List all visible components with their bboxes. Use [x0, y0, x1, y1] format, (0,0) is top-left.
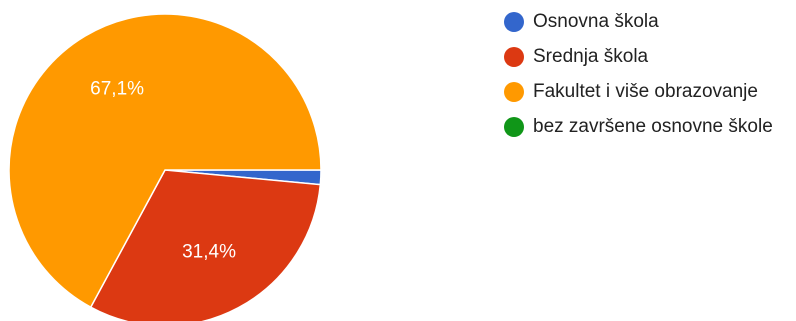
legend-label-bez-zavrsene: bez završene osnovne škole — [533, 116, 773, 137]
legend-label-osnovna-skola: Osnovna škola — [533, 11, 659, 32]
legend-swatch-osnovna-skola — [504, 12, 524, 32]
legend-swatch-bez-zavrsene — [504, 117, 524, 137]
pie-label-fakultet-i-vise-obrazovanje: 67,1% — [90, 79, 144, 100]
legend-item-bez-zavrsene[interactable]: bez završene osnovne škole — [504, 113, 773, 141]
legend-item-osnovna-skola[interactable]: Osnovna škola — [504, 8, 773, 36]
legend-swatch-fakultet — [504, 82, 524, 102]
legend-label-fakultet: Fakultet i više obrazovanje — [533, 81, 758, 102]
legend-label-srednja-skola: Srednja škola — [533, 46, 649, 67]
legend-item-fakultet[interactable]: Fakultet i više obrazovanje — [504, 78, 773, 106]
pie-slice-fakultet-i-vise-obrazovanje[interactable] — [8, 13, 322, 309]
legend-item-srednja-skola[interactable]: Srednja škola — [504, 43, 773, 71]
pie-chart: 31,4% 67,1% — [8, 13, 322, 321]
pie-slices — [8, 13, 322, 321]
legend-swatch-srednja-skola — [504, 47, 524, 67]
pie-data-labels: 31,4% 67,1% — [90, 79, 236, 263]
pie-label-srednja-skola: 31,4% — [182, 242, 236, 263]
legend: Osnovna škola Srednja škola Fakultet i v… — [504, 8, 773, 148]
